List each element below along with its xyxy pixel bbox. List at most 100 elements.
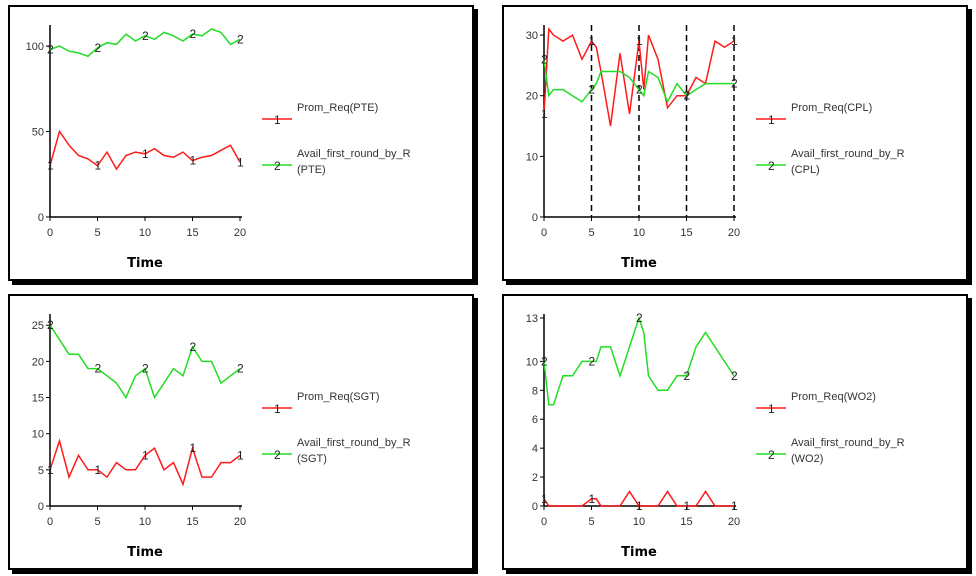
series-marker: 2 — [142, 362, 149, 376]
series-marker: 2 — [190, 340, 197, 354]
chart-panel-wo2: 0 2 4 6 8 10 13 0 5 10 15 20 Time 1 1 1 1 1 2 2 2 2 2 1 Prom_Req… — [502, 294, 968, 570]
y-tick-label: 13 — [526, 313, 538, 325]
series-marker: 1 — [95, 463, 102, 477]
series-marker: 2 — [636, 311, 643, 325]
series-marker: 1 — [731, 499, 738, 513]
x-tick-label: 5 — [588, 227, 594, 239]
legend-marker: 1 — [768, 402, 775, 416]
legend-label: Avail_first_round_by_R — [297, 148, 411, 160]
series-marker: 2 — [684, 369, 691, 383]
series-marker: 1 — [541, 107, 548, 121]
series-marker: 1 — [636, 499, 643, 513]
y-tick-label: 5 — [38, 465, 44, 477]
legend-marker: 2 — [768, 448, 775, 462]
legend-label: Avail_first_round_by_R — [297, 437, 411, 449]
y-tick-label: 10 — [526, 356, 538, 368]
x-axis-label: Time — [127, 545, 163, 560]
series-marker: 1 — [47, 463, 54, 477]
y-tick-label: 100 — [26, 41, 44, 53]
series-marker: 1 — [731, 34, 738, 48]
legend-label: (PTE) — [297, 164, 326, 176]
legend-label: (CPL) — [791, 164, 820, 176]
series-marker: 2 — [237, 362, 244, 376]
legend-label: (SGT) — [297, 453, 327, 465]
legend-marker: 1 — [274, 113, 281, 127]
y-tick-label: 50 — [32, 127, 44, 139]
series-marker: 2 — [237, 32, 244, 46]
x-axis-label: Time — [127, 256, 163, 271]
x-tick-label: 10 — [139, 516, 151, 528]
series-marker: 1 — [142, 448, 149, 462]
series-marker: 1 — [190, 154, 197, 168]
x-tick-label: 10 — [633, 516, 645, 528]
series-marker: 1 — [589, 492, 596, 506]
series-marker: 2 — [589, 354, 596, 368]
series-marker: 2 — [731, 77, 738, 91]
y-tick-label: 0 — [38, 212, 44, 224]
series-marker: 1 — [237, 448, 244, 462]
series-marker: 1 — [636, 34, 643, 48]
y-tick-label: 6 — [532, 414, 538, 426]
x-tick-label: 20 — [728, 227, 740, 239]
chart-pte: 0 50 100 0 5 10 15 20 Time 1 1 1 1 1 2 2 2 2 2 1 Prom_Req(PT… — [26, 25, 411, 271]
series-line-1 — [543, 490, 734, 507]
series-line-1 — [543, 26, 735, 127]
legend-label: Avail_first_round_by_R — [791, 148, 905, 160]
y-tick-label: 8 — [532, 385, 538, 397]
legend-marker: 2 — [274, 159, 281, 173]
series-line-2 — [49, 28, 241, 58]
series-marker: 2 — [47, 43, 54, 57]
x-tick-label: 0 — [47, 227, 53, 239]
y-tick-label: 25 — [32, 320, 44, 332]
x-tick-label: 15 — [186, 227, 198, 239]
series-marker: 1 — [190, 441, 197, 455]
legend-label: Avail_first_round_by_R — [791, 437, 905, 449]
series-line-2 — [543, 315, 735, 406]
series-marker: 2 — [541, 52, 548, 66]
series-marker: 2 — [731, 369, 738, 383]
series-marker: 2 — [47, 318, 54, 332]
series-line-2 — [543, 59, 734, 104]
y-tick-label: 2 — [532, 472, 538, 484]
series-marker: 2 — [684, 89, 691, 103]
x-tick-label: 0 — [541, 516, 547, 528]
x-tick-label: 0 — [541, 227, 547, 239]
legend-label: Prom_Req(SGT) — [297, 391, 380, 403]
series-line-1 — [49, 438, 241, 487]
y-tick-label: 15 — [32, 393, 44, 405]
legend-label: Prom_Req(PTE) — [297, 102, 378, 114]
x-tick-label: 15 — [186, 516, 198, 528]
legend-marker: 2 — [274, 448, 281, 462]
y-tick-label: 20 — [32, 356, 44, 368]
chart-panel-cpl: 0 10 20 30 0 5 10 15 20 Time 1 1 1 1 1 2 2 2 2 2 1 Prom_Req(C… — [502, 5, 968, 281]
legend-marker: 1 — [768, 113, 775, 127]
x-tick-label: 5 — [94, 227, 100, 239]
series-marker: 2 — [142, 29, 149, 43]
y-tick-label: 20 — [526, 91, 538, 103]
chart-sgt: 0 5 10 15 20 25 0 5 10 15 20 Time 1 1 1 1 1 2 2 2 2 2 1 Prom_Re… — [32, 314, 411, 560]
series-marker: 1 — [237, 155, 244, 169]
legend-label: Prom_Req(CPL) — [791, 102, 872, 114]
series-marker: 2 — [541, 354, 548, 368]
x-tick-label: 0 — [47, 516, 53, 528]
x-axis-label: Time — [621, 256, 657, 271]
y-tick-label: 30 — [526, 30, 538, 42]
y-tick-label: 10 — [32, 429, 44, 441]
series-marker: 2 — [95, 362, 102, 376]
legend-label: (WO2) — [791, 453, 823, 465]
x-tick-label: 15 — [680, 227, 692, 239]
series-marker: 1 — [589, 34, 596, 48]
x-tick-label: 20 — [234, 516, 246, 528]
series-marker: 1 — [684, 89, 691, 103]
x-tick-label: 20 — [728, 516, 740, 528]
x-axis-label: Time — [621, 545, 657, 560]
legend-marker: 2 — [768, 159, 775, 173]
chart-panel-sgt: 0 5 10 15 20 25 0 5 10 15 20 Time 1 1 1 1 1 2 2 2 2 2 1 Prom_Re… — [8, 294, 474, 570]
series-marker: 2 — [190, 27, 197, 41]
y-tick-label: 0 — [38, 501, 44, 513]
series-marker: 1 — [142, 147, 149, 161]
x-tick-label: 10 — [633, 227, 645, 239]
series-marker: 2 — [95, 41, 102, 55]
